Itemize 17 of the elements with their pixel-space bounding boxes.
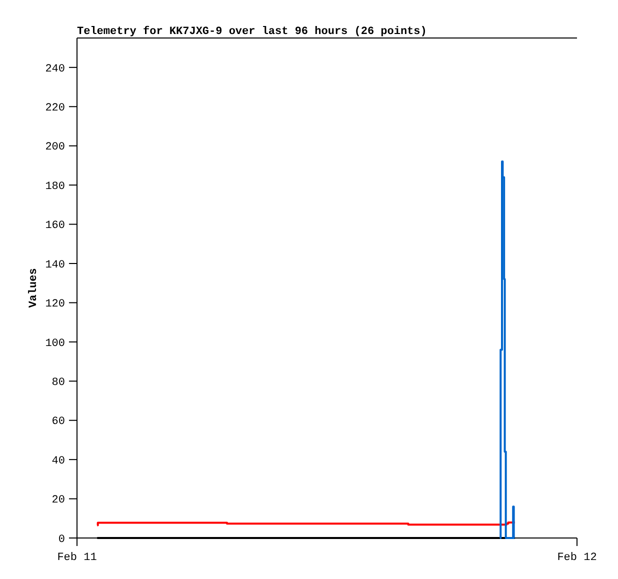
y-tick-label: 60 (52, 416, 65, 428)
y-tick-label: 80 (52, 376, 65, 389)
y-tick-label: 140 (45, 259, 65, 272)
y-tick-label: 160 (45, 220, 65, 232)
x-tick-label: Feb 12 (557, 552, 597, 564)
y-tick-label: 100 (45, 338, 65, 350)
y-tick-label: 220 (45, 102, 65, 114)
y-axis-title: Values (28, 268, 40, 308)
y-tick-label: 40 (52, 455, 65, 468)
y-tick-label: 180 (45, 180, 65, 193)
x-tick-label: Feb 11 (57, 552, 98, 564)
chart-title: Telemetry for KK7JXG-9 over last 96 hours (26 points) (77, 25, 427, 38)
y-tick-label: 20 (52, 494, 65, 507)
y-tick-label: 240 (45, 63, 65, 76)
y-tick-label: 0 (58, 534, 65, 546)
y-tick-label: 120 (45, 298, 65, 311)
y-tick-label: 200 (45, 142, 65, 154)
